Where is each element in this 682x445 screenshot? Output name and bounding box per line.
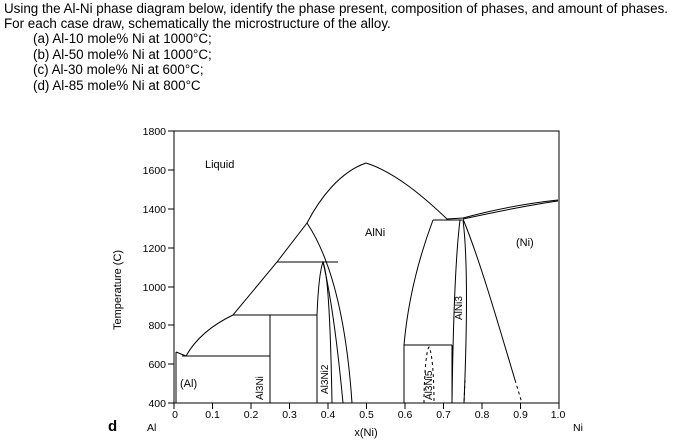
- question-text: Using the Al-Ni phase diagram below, ide…: [4, 1, 680, 93]
- x-tick-label: 0.2: [244, 409, 259, 421]
- alni-left-boundary: [306, 222, 353, 404]
- x-tick-label: 0.8: [475, 409, 490, 421]
- phase-boundaries: [175, 162, 559, 404]
- x-tick-label: 1.0: [551, 409, 566, 421]
- phase-label-alni3: AlNi3: [454, 296, 465, 320]
- panel-letter: d: [108, 418, 117, 435]
- y-tick-label: 800: [148, 320, 166, 332]
- x-tick-label: 0.5: [359, 409, 374, 421]
- question-intro: Using the Al-Ni phase diagram below, ide…: [4, 1, 668, 31]
- y-tick-label: 400: [148, 398, 166, 410]
- al3ni5-dashed: [423, 346, 435, 404]
- x-tick-label: 0.3: [282, 409, 297, 421]
- y-tick-label: 1400: [143, 204, 167, 216]
- question-parts: (a) Al-10 mole% Ni at 1000°C; (b) Al-50 …: [4, 31, 680, 93]
- y-tick-label: 1200: [143, 243, 167, 255]
- y-tick-labels: 1800 1600 1400 1200 1000 800 600 400: [143, 126, 167, 410]
- x-tick-marks: [173, 403, 560, 409]
- alni3-dashed-tail: [463, 379, 466, 404]
- alni3-left: [451, 219, 461, 404]
- phase-label-ni: (Ni): [516, 237, 534, 249]
- x-tick-label: 0.6: [398, 409, 413, 421]
- y-tick-label: 1800: [143, 126, 167, 138]
- liquidus-line-al-side: [175, 162, 367, 357]
- x-tick-label: 0.4: [321, 409, 336, 421]
- x-axis-ni-label: Ni: [573, 422, 583, 434]
- question-part-d: (d) Al-85 mole% Ni at 800°C: [33, 77, 201, 93]
- ni-solvus: [462, 218, 516, 381]
- phase-label-al3ni2: Al3Ni2: [320, 364, 331, 394]
- y-axis-title: Temperature (C): [112, 250, 124, 330]
- question-part-c: (c) Al-30 mole% Ni at 600°C;: [33, 62, 204, 77]
- y-tick-label: 1600: [143, 165, 167, 177]
- ni-solvus-upper: [462, 200, 559, 220]
- question-part-a: (a) Al-10 mole% Ni at 1000°C;: [33, 31, 212, 46]
- y-tick-label: 600: [148, 359, 166, 371]
- x-tick-label: 0: [172, 409, 178, 421]
- question-part-b: (b) Al-50 mole% Ni at 1000°C;: [33, 46, 212, 62]
- phase-label-al: (Al): [180, 378, 197, 390]
- x-tick-label: 0.7: [436, 409, 451, 421]
- phase-label-alni: AlNi: [365, 227, 385, 239]
- x-axis-al-label: Al: [147, 422, 156, 434]
- x-tick-label: 0.9: [513, 409, 528, 421]
- alni-right-boundary: [403, 219, 434, 403]
- phase-label-al3ni: Al3Ni: [255, 376, 266, 400]
- x-axis-title: x(Ni): [354, 427, 377, 439]
- alni3-right: [462, 219, 467, 404]
- y-tick-marks: [168, 130, 174, 404]
- y-tick-label: 1000: [143, 282, 167, 294]
- x-tick-label: 0.1: [205, 409, 220, 421]
- phase-label-liquid: Liquid: [205, 159, 234, 171]
- phase-label-al3ni5: Al3Ni5: [424, 370, 435, 400]
- liquidus-line-ni-side: [365, 162, 559, 220]
- ni-solvus-dashed: [514, 379, 523, 404]
- plot-frame: [173, 130, 560, 404]
- al3ni2-right: [322, 261, 344, 404]
- x-tick-labels: 0 0.1 0.2 0.3 0.4 0.5 0.6 0.7 0.8 0.9 1.…: [172, 409, 565, 421]
